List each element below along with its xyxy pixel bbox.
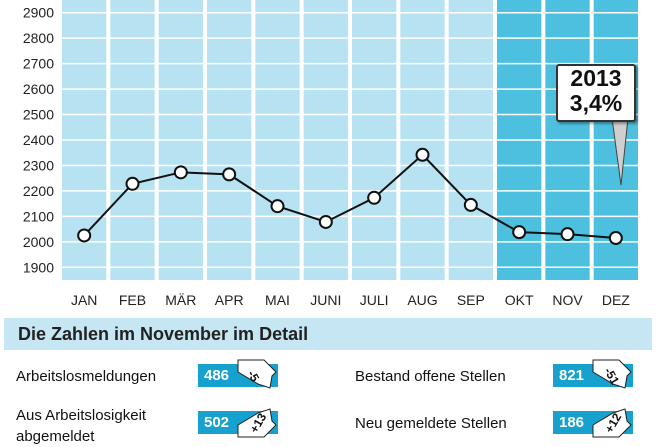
detail-header: Die Zahlen im November im Detail bbox=[4, 318, 652, 350]
y-tick-label: 2400 bbox=[23, 132, 54, 148]
stat-value: 821 bbox=[559, 367, 585, 384]
x-tick-label: APR bbox=[215, 292, 244, 308]
y-tick-label: 2200 bbox=[23, 183, 54, 199]
stat-value: 486 bbox=[204, 367, 230, 384]
stat-badge-arbeitslosmeldungen: 486 -5 bbox=[198, 359, 278, 389]
data-point-juli bbox=[367, 190, 382, 205]
x-tick-label: MÄR bbox=[165, 292, 196, 308]
stat-value: 502 bbox=[204, 414, 230, 431]
x-tick-label: OKT bbox=[505, 292, 534, 308]
x-tick-label: MAI bbox=[265, 292, 290, 308]
y-tick-label: 2100 bbox=[23, 208, 54, 224]
stat-label-arbeitslosmeldungen: Arbeitslosmeldungen bbox=[16, 368, 157, 385]
x-tick-label: SEP bbox=[457, 292, 485, 308]
data-point-juni bbox=[318, 214, 333, 229]
data-markers bbox=[77, 147, 623, 245]
data-point-jan bbox=[77, 228, 92, 243]
stat-badge-aus-arbeitslosigkeit: 502 +13 bbox=[198, 408, 278, 438]
data-point-aug bbox=[415, 147, 430, 162]
x-tick-label: JAN bbox=[71, 292, 97, 308]
arrow-up-icon bbox=[592, 408, 632, 438]
x-tick-label: DEZ bbox=[602, 292, 630, 308]
x-tick-label: NOV bbox=[552, 292, 583, 308]
y-tick-label: 1900 bbox=[23, 259, 54, 275]
stat-label-aus-arbeitslosigkeit: Aus Arbeitslosigkeit abgemeldet bbox=[16, 407, 147, 445]
stat-label-bestand-offene-stellen: Bestand offene Stellen bbox=[355, 368, 506, 385]
x-tick-label: JULI bbox=[360, 292, 389, 308]
stat-badge-neu-gemeldete-stellen: 186 +12 bbox=[553, 408, 633, 438]
stat-badge-bestand-offene-stellen: 821 -51 bbox=[553, 359, 633, 389]
stat-label-neu-gemeldete-stellen: Neu gemeldete Stellen bbox=[355, 415, 507, 432]
year-rate-callout: 2013 3,4% bbox=[556, 64, 636, 122]
arrow-up-icon bbox=[237, 408, 277, 438]
x-tick-label: AUG bbox=[407, 292, 437, 308]
data-point-nov bbox=[560, 227, 575, 242]
data-point-sep bbox=[463, 197, 478, 212]
x-axis-ticks: JAN FEB MÄR APR MAI JUNI JULI AUG SEP OKT NOV DEZ bbox=[71, 292, 630, 308]
callout-year: 2013 bbox=[570, 65, 622, 91]
y-tick-label: 2000 bbox=[23, 234, 54, 250]
gridlines bbox=[60, 11, 640, 269]
y-tick-label: 2600 bbox=[23, 81, 54, 97]
data-point-dez bbox=[608, 231, 623, 245]
detail-title: Die Zahlen im November im Detail bbox=[18, 324, 309, 344]
data-point-feb bbox=[125, 176, 140, 191]
y-axis-ticks: 1900 2000 2100 2200 2300 2400 2500 2600 2700 2800… bbox=[23, 5, 54, 276]
arrow-down-icon bbox=[592, 359, 632, 389]
y-tick-label: 2700 bbox=[23, 56, 54, 72]
y-tick-label: 2500 bbox=[23, 107, 54, 123]
data-point-apr bbox=[222, 167, 237, 182]
callout-rate: 3,4% bbox=[569, 90, 623, 116]
data-point-mai bbox=[270, 199, 285, 214]
x-tick-label: FEB bbox=[119, 292, 146, 308]
data-point-okt bbox=[512, 225, 527, 240]
stat-value: 186 bbox=[559, 414, 585, 431]
x-tick-label: JUNI bbox=[310, 292, 341, 308]
y-tick-label: 2900 bbox=[23, 5, 54, 21]
line-chart: 1900 2000 2100 2200 2300 2400 2500 2600 2700 2800… bbox=[23, 0, 640, 308]
series-line bbox=[83, 153, 616, 239]
y-tick-label: 2800 bbox=[23, 30, 54, 46]
data-point-mär bbox=[173, 165, 188, 180]
y-tick-label: 2300 bbox=[23, 157, 54, 173]
arrow-down-icon bbox=[237, 359, 277, 389]
